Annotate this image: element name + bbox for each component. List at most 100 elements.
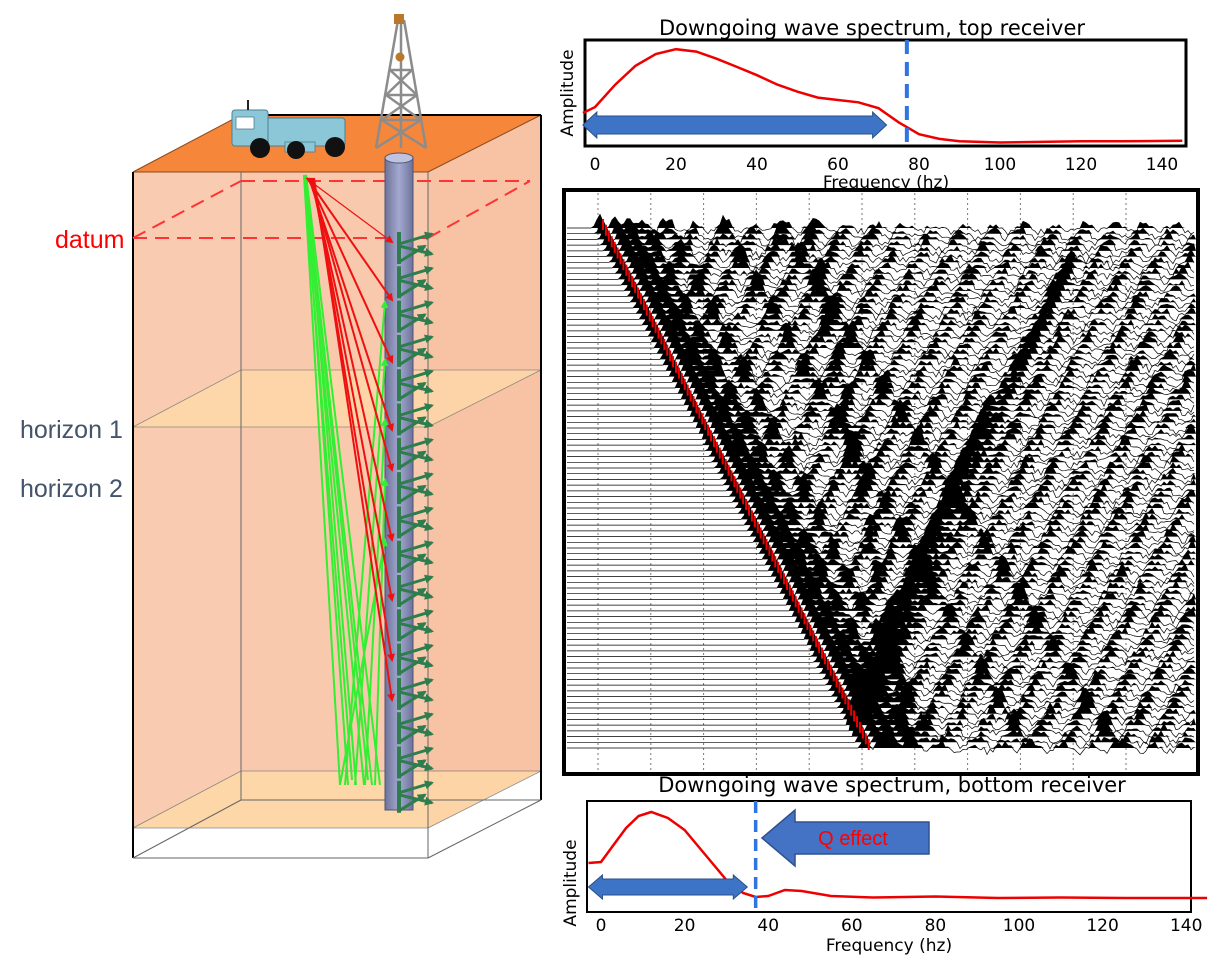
- seismic-trace: [567, 433, 1196, 459]
- seismic-trace: [567, 396, 1196, 419]
- seismic-trace: [567, 407, 1196, 430]
- seismic-trace: [567, 518, 1196, 539]
- x-tick-label: 120: [1065, 155, 1097, 175]
- seismic-trace: [567, 511, 1196, 534]
- seismic-trace: [567, 539, 1196, 562]
- seismic-trace: [567, 579, 1196, 602]
- bottom-x-ticks: 0 20 40 60 80 100 120 140: [596, 916, 1203, 936]
- seismic-trace: [567, 465, 1196, 487]
- x-tick-label: 60: [827, 155, 849, 175]
- bottom-spectrum-title: Downgoing wave spectrum, bottom receiver: [658, 773, 1126, 797]
- x-tick-label: 40: [757, 916, 779, 936]
- seismic-trace: [567, 379, 1196, 402]
- drilling-derrick: [374, 19, 428, 150]
- seismic-trace: [567, 706, 1196, 739]
- seismic-trace: [567, 627, 1196, 653]
- seismic-trace: [567, 236, 1196, 259]
- seismic-trace: [567, 289, 1196, 310]
- geophone-icon: [397, 574, 434, 607]
- seismic-trace: [567, 673, 1196, 697]
- x-tick-label: 80: [908, 155, 930, 175]
- vsp-seismic-section: [562, 188, 1200, 776]
- geophone-icon: [397, 643, 434, 676]
- seismic-trace: [567, 735, 1196, 756]
- seismic-frame: [562, 188, 1200, 776]
- x-tick-label: 140: [1170, 916, 1202, 936]
- seismic-trace: [567, 295, 1196, 316]
- x-tick-label: 40: [746, 155, 768, 175]
- horizon-1-label: horizon 1: [20, 416, 123, 444]
- seismic-trace: [567, 697, 1196, 727]
- seismic-trace: [567, 306, 1196, 326]
- x-tick-label: 100: [1003, 916, 1035, 936]
- seismic-trace: [567, 591, 1196, 613]
- seismic-trace: [567, 299, 1196, 322]
- seismic-trace: [567, 334, 1196, 356]
- seismic-trace: [567, 357, 1196, 379]
- bottom-spectrum-xlabel: Frequency (hz): [826, 936, 952, 956]
- bottom-spectrum-curve: [588, 810, 1208, 900]
- seismic-trace: [567, 373, 1196, 395]
- x-tick-label: 140: [1146, 155, 1178, 175]
- seismic-trace: [567, 607, 1196, 630]
- direct-ray: [313, 177, 396, 702]
- geophone-icon: [397, 300, 434, 333]
- seismic-trace: [567, 596, 1196, 619]
- seismic-trace: [567, 697, 1196, 733]
- geophone-icon: [397, 437, 434, 470]
- top-spectrum-panel: Downgoing wave spectrum, top receiver Am…: [558, 16, 1188, 193]
- seismic-trace: [567, 674, 1196, 704]
- seismic-trace: [567, 213, 1196, 236]
- x-tick-label: 0: [590, 155, 601, 175]
- seismic-trace: [567, 329, 1196, 351]
- x-tick-label: 20: [665, 155, 687, 175]
- geophone-icon: [397, 609, 434, 642]
- q-effect-arrow: Q effect: [760, 808, 930, 868]
- seismic-trace: [567, 563, 1196, 585]
- seismic-trace: [567, 413, 1196, 437]
- seismic-trace: [567, 219, 1196, 242]
- x-tick-label: 80: [925, 916, 947, 936]
- seismic-trace: [567, 225, 1196, 248]
- seismic-trace: [567, 230, 1196, 254]
- upgoing-ray: [305, 174, 381, 786]
- seismic-trace: [567, 283, 1196, 304]
- x-tick-label: 120: [1086, 916, 1118, 936]
- seismic-trace: [567, 553, 1196, 579]
- seismic-trace: [567, 720, 1196, 745]
- seismic-trace: [567, 385, 1196, 408]
- reflected-ray: [339, 538, 388, 786]
- seismic-trace: [567, 253, 1196, 276]
- top-spectrum-ylabel: Amplitude: [558, 49, 578, 136]
- seismic-trace: [567, 535, 1196, 557]
- seismic-trace: [567, 277, 1196, 299]
- x-tick-label: 100: [984, 155, 1016, 175]
- x-tick-label: 0: [596, 916, 607, 936]
- direct-ray: [305, 177, 394, 244]
- top-x-ticks: 0 20 40 60 80 100 120 140: [590, 155, 1179, 175]
- upgoing-ray: [303, 174, 341, 786]
- seismic-trace: [567, 602, 1196, 625]
- seismic-trace: [567, 613, 1196, 636]
- geophone-array: [397, 231, 434, 813]
- seismic-trace: [567, 318, 1196, 339]
- seismic-trace: [567, 650, 1196, 676]
- reflected-ray: [344, 300, 389, 786]
- x-tick-label: 60: [841, 916, 863, 936]
- seismic-trace: [567, 690, 1196, 722]
- bottom-bandwidth-arrow: [587, 873, 749, 901]
- geophone-icon: [397, 540, 434, 573]
- direct-ray: [307, 177, 394, 364]
- horizon-2-label: horizon 2: [20, 475, 123, 503]
- seismic-trace: [567, 368, 1196, 391]
- seismic-trace: [567, 471, 1196, 493]
- seismic-trace: [567, 480, 1196, 505]
- seismic-trace: [567, 459, 1196, 482]
- geophone-icon: [397, 403, 434, 436]
- downgoing-rays: [305, 177, 396, 702]
- bottom-spectrum-panel: Downgoing wave spectrum, bottom receiver…: [561, 773, 1208, 956]
- geophone-icon: [397, 368, 434, 402]
- seismic-trace: [567, 448, 1196, 471]
- earth-model: datum horizon 1 horizon 2: [20, 14, 542, 859]
